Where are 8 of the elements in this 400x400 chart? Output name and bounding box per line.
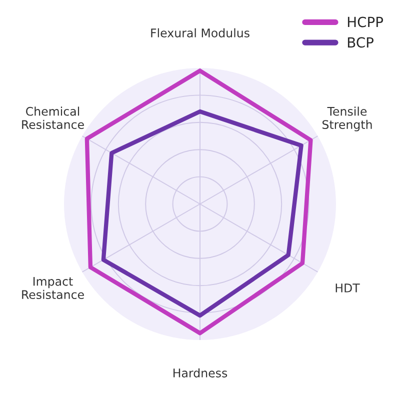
spoke-label: HDT xyxy=(336,284,360,292)
spoke-label: Chemical Resistance xyxy=(22,106,84,130)
legend-label: HCPP xyxy=(348,16,384,28)
spoke-label: Hardness xyxy=(174,368,228,378)
spoke-label: Impact Resistance xyxy=(22,277,84,300)
legend-label: BCP xyxy=(348,37,374,48)
spoke-label: Flexural Modulus xyxy=(151,28,250,38)
spoke-label: Tensile Strength xyxy=(322,106,372,132)
